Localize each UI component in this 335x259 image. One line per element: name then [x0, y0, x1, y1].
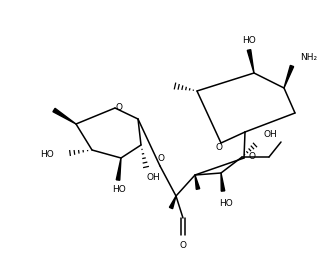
- Text: O: O: [180, 241, 187, 249]
- Polygon shape: [170, 196, 176, 209]
- Text: NH₂: NH₂: [300, 53, 317, 61]
- Polygon shape: [284, 66, 294, 88]
- Polygon shape: [116, 158, 121, 180]
- Text: HO: HO: [219, 198, 233, 207]
- Polygon shape: [221, 173, 225, 191]
- Polygon shape: [247, 50, 254, 73]
- Text: O: O: [215, 142, 222, 152]
- Text: OH: OH: [146, 172, 160, 182]
- Text: HO: HO: [242, 35, 256, 45]
- Polygon shape: [195, 175, 200, 189]
- Text: HO: HO: [40, 149, 54, 159]
- Text: O: O: [116, 103, 123, 112]
- Polygon shape: [53, 108, 76, 124]
- Text: OH: OH: [264, 130, 278, 139]
- Text: HO: HO: [112, 185, 126, 195]
- Text: O: O: [249, 152, 256, 161]
- Text: O: O: [157, 154, 164, 162]
